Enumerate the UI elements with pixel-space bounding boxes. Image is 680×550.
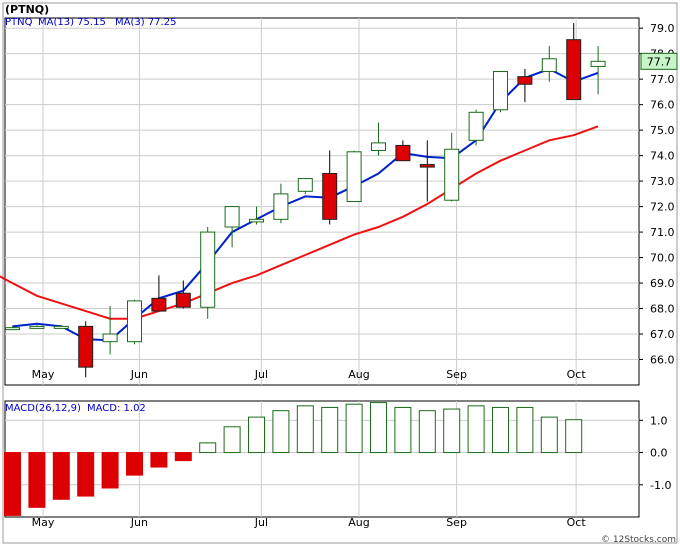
candle-body (517, 76, 533, 85)
candle-body (200, 231, 216, 308)
candle-body (249, 218, 264, 223)
price-ytick-label: 69.0 (650, 277, 675, 290)
macd-ytick-label: 0.0 (650, 447, 668, 460)
price-xtick-label: May (32, 368, 55, 381)
macd-bar (492, 406, 509, 454)
candle-body (493, 71, 508, 111)
macd-bar (4, 452, 21, 516)
price-ytick-label: 68.0 (650, 303, 675, 316)
price-ytick-label: 66.0 (650, 354, 675, 367)
price-ytick-label: 74.0 (650, 150, 675, 163)
current-price-tag (640, 52, 678, 70)
price-ytick-label: 67.0 (650, 328, 675, 341)
price-ytick-label: 72.0 (650, 201, 675, 214)
candle-body (297, 178, 313, 192)
macd-bar (248, 416, 265, 454)
candle-body (346, 151, 362, 202)
macd-xtick-label: Jul (254, 516, 268, 529)
price-xtick-label: Oct (567, 368, 587, 381)
macd-bar (52, 452, 70, 500)
price-ytick-label: 79.0 (650, 22, 675, 35)
macd-bar (345, 403, 363, 454)
macd-bar (101, 452, 119, 489)
candle-body (371, 142, 386, 152)
macd-bar (467, 405, 485, 454)
price-legend-entry: MA(13) 75.15 (38, 17, 106, 28)
candle-body (444, 148, 460, 201)
price-panel-frame (4, 17, 640, 386)
price-ytick-label: 73.0 (650, 175, 675, 188)
candle-body (273, 193, 289, 220)
candle-body (5, 327, 20, 331)
candle-body (419, 164, 435, 168)
chart-title: (PTNQ) (5, 3, 49, 16)
macd-bar (126, 452, 143, 476)
macd-xtick-label: Jun (130, 516, 148, 529)
macd-bar (516, 406, 534, 454)
macd-bar (223, 426, 241, 454)
macd-bar (28, 452, 46, 508)
candle-body (322, 172, 338, 220)
macd-bar (272, 410, 290, 454)
candle-body (53, 325, 69, 329)
macd-legend-value: MACD: 1.02 (87, 403, 146, 414)
price-ytick-label: 71.0 (650, 226, 675, 239)
macd-bar (418, 410, 436, 454)
macd-xtick-label: Aug (348, 516, 369, 529)
macd-xtick-label: Sep (446, 516, 467, 529)
candle-body (102, 333, 118, 343)
candle-body (395, 144, 411, 162)
price-ytick-label: 76.0 (650, 99, 675, 112)
macd-bar (296, 405, 314, 454)
macd-bar (394, 406, 412, 454)
macd-ytick-label: -1.0 (650, 479, 671, 492)
macd-bar (370, 402, 387, 454)
price-legend-entry: MA(3) 77.25 (115, 17, 176, 28)
macd-bar (565, 419, 583, 454)
price-ytick-label: 70.0 (650, 252, 675, 265)
macd-bar (443, 408, 461, 454)
macd-bar (540, 416, 558, 454)
price-xtick-label: Aug (348, 368, 369, 381)
macd-bar (321, 406, 339, 454)
ma13-line (0, 125, 599, 320)
price-legend-entry: PTNQ (5, 17, 33, 28)
candle-body (468, 111, 484, 141)
candle-body (566, 39, 582, 101)
candle-body (29, 325, 45, 329)
macd-bar (199, 442, 217, 454)
candle-body (127, 300, 142, 343)
candle-body (541, 58, 557, 73)
macd-xtick-label: May (32, 516, 55, 529)
candle-body (175, 292, 191, 308)
macd-bar (174, 452, 192, 462)
price-ytick-label: 75.0 (650, 124, 675, 137)
price-ytick-label: 77.0 (650, 73, 675, 86)
macd-bar (77, 452, 95, 497)
candle-body (78, 325, 94, 368)
price-xtick-label: Jun (130, 368, 148, 381)
candle-body (224, 206, 240, 228)
macd-bar (150, 452, 168, 468)
macd-legend-title: MACD(26,12,9) (5, 403, 81, 414)
price-xtick-label: Sep (446, 368, 467, 381)
price-xtick-label: Jul (254, 368, 268, 381)
footer-credit: © 12Stocks.com (601, 535, 676, 545)
chart-border (2, 2, 678, 544)
candle-body (151, 297, 167, 312)
current-price-label: 77.7 (647, 55, 672, 68)
candle-body (590, 60, 606, 67)
macd-ytick-label: 1.0 (650, 414, 668, 427)
macd-xtick-label: Oct (567, 516, 587, 529)
